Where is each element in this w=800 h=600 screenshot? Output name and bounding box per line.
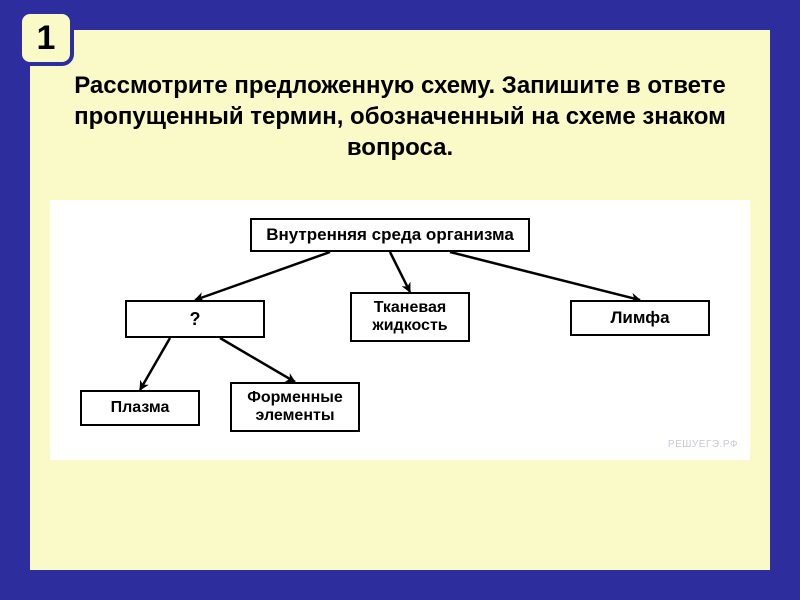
node-tissue: Тканевая жидкость: [350, 292, 470, 342]
slide: 1 Рассмотрите предложенную схему. Запиши…: [30, 30, 770, 570]
edge-root-tissue: [390, 252, 410, 292]
question-number: 1: [37, 19, 56, 58]
diagram-area: Внутренняя среда организма? Тканевая жидк…: [50, 200, 750, 460]
node-elements: Форменные элементы: [230, 382, 360, 432]
edge-unknown-plasma: [140, 338, 170, 390]
node-root: Внутренняя среда организма: [250, 218, 530, 252]
edge-root-unknown: [195, 252, 330, 300]
node-lymph: Лимфа: [570, 300, 710, 336]
node-plasma: Плазма: [80, 390, 200, 426]
edge-root-lymph: [450, 252, 640, 300]
edge-unknown-elements: [220, 338, 295, 382]
watermark: РЕШУЕГЭ.РФ: [668, 439, 738, 450]
question-number-badge: 1: [18, 10, 74, 66]
question-text: Рассмотрите предложенную схему. Запишите…: [70, 70, 730, 164]
node-unknown: ?: [125, 300, 265, 338]
